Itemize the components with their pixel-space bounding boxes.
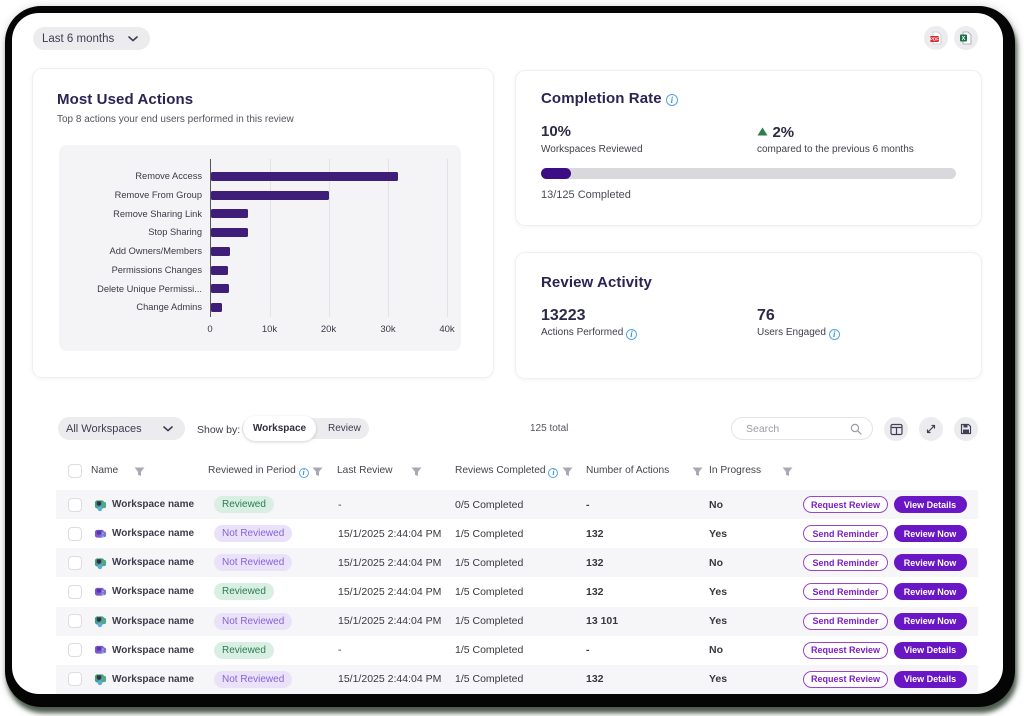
svg-text:PDF: PDF	[930, 37, 939, 42]
svg-text:X: X	[962, 36, 966, 42]
